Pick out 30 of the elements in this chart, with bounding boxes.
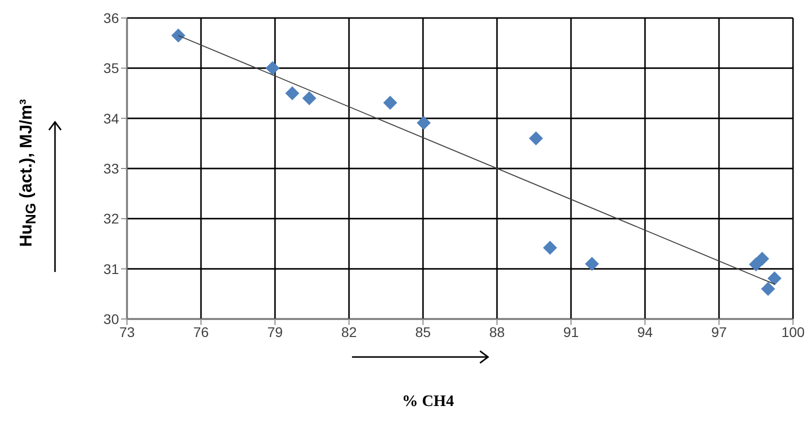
point <box>285 86 300 100</box>
x-tick-label: 91 <box>563 324 579 340</box>
point <box>383 96 398 110</box>
x-tick-label: 97 <box>711 324 727 340</box>
x-tick-label: 82 <box>341 324 357 340</box>
x-tick-label: 76 <box>193 324 209 340</box>
y-tick-label: 36 <box>103 10 120 26</box>
x-tick-label: 85 <box>415 324 431 340</box>
point <box>543 240 558 255</box>
point <box>768 271 782 286</box>
y-tick-label: 33 <box>103 160 120 176</box>
x-tick-label: 79 <box>267 324 283 340</box>
y-tick-label: 31 <box>103 260 120 277</box>
x-tick-label: 73 <box>119 324 135 340</box>
point <box>528 131 543 146</box>
point <box>755 252 770 266</box>
x-tick-label: 100 <box>781 324 805 340</box>
point <box>266 61 280 76</box>
x-tick-label: 94 <box>637 324 653 340</box>
y-tick-label: 35 <box>103 60 120 76</box>
y-tick-label: 34 <box>103 110 120 126</box>
x-axis-title: % CH4 <box>402 393 454 411</box>
point <box>171 28 186 43</box>
y-tick-label: 30 <box>103 310 120 327</box>
point <box>302 91 316 106</box>
y-tick-label: 32 <box>103 210 120 227</box>
x-tick-label: 88 <box>489 324 505 340</box>
point <box>584 256 599 271</box>
point <box>416 116 431 130</box>
point <box>761 282 776 296</box>
